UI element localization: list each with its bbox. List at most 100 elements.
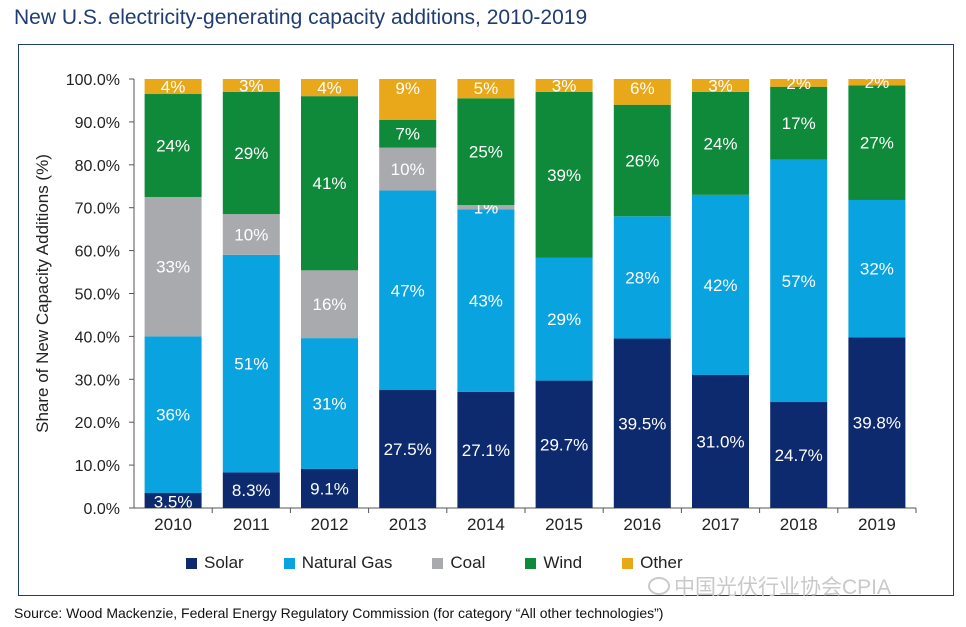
data-label-coal: 10% xyxy=(234,226,268,245)
data-label-gas: 32% xyxy=(860,260,894,279)
chart-frame xyxy=(18,44,954,596)
data-label-solar: 8.3% xyxy=(232,481,271,500)
bar-segment-gas xyxy=(770,159,828,403)
data-label-other: 3% xyxy=(708,76,733,95)
data-label-other: 6% xyxy=(630,79,655,98)
bar-segment-gas xyxy=(301,338,358,469)
data-label-coal: 33% xyxy=(156,258,190,277)
bar-segment-coal xyxy=(144,196,202,337)
bar-segment-other xyxy=(770,79,828,87)
bar-segment-gas xyxy=(613,216,671,339)
data-label-solar: 9.1% xyxy=(310,479,349,498)
bar-segment-solar xyxy=(848,337,906,508)
bar-segment-coal xyxy=(222,214,280,255)
bar-segment-gas xyxy=(692,194,749,376)
x-tick-label: 2017 xyxy=(702,515,740,534)
legend-swatch-natural-gas xyxy=(283,557,295,569)
y-tick-label: 100.0% xyxy=(66,72,120,89)
data-label-wind: 26% xyxy=(625,152,659,171)
legend-item-other: Other xyxy=(622,553,683,573)
bar-segment-gas xyxy=(535,257,593,381)
data-label-gas: 43% xyxy=(469,292,503,311)
y-tick-label: 80.0% xyxy=(75,158,120,175)
bar-segment-gas xyxy=(848,199,906,338)
data-label-solar: 29.7% xyxy=(540,435,588,454)
data-label-solar: 27.5% xyxy=(384,440,432,459)
legend-label-natural-gas: Natural Gas xyxy=(301,553,393,572)
data-label-other: 3% xyxy=(239,76,264,95)
bar-segment-solar xyxy=(379,390,437,508)
bar-segment-solar xyxy=(457,391,515,508)
data-label-wind: 17% xyxy=(782,114,816,133)
bar-segment-solar xyxy=(535,380,593,508)
y-tick-label: 60.0% xyxy=(75,244,120,261)
legend-swatch-other xyxy=(622,557,634,569)
legend-item-coal: Coal xyxy=(432,553,485,573)
data-label-gas: 51% xyxy=(234,355,268,374)
legend-swatch-wind xyxy=(525,557,537,569)
legend-label-solar: Solar xyxy=(204,553,244,572)
bar-segment-other xyxy=(848,79,906,86)
x-tick-label: 2011 xyxy=(233,515,270,534)
legend-label-other: Other xyxy=(640,553,683,572)
data-label-coal: 16% xyxy=(312,295,346,314)
bar-segment-gas xyxy=(144,336,202,493)
bar-segment-other xyxy=(692,79,749,92)
data-label-solar: 24.7% xyxy=(775,446,823,465)
x-tick-label: 2016 xyxy=(623,515,661,534)
x-tick-label: 2013 xyxy=(389,515,427,534)
data-label-solar: 39.5% xyxy=(618,414,666,433)
data-label-gas: 57% xyxy=(782,272,816,291)
data-label-other: 3% xyxy=(552,76,577,95)
legend-item-wind: Wind xyxy=(525,553,582,573)
legend-swatch-coal xyxy=(432,557,444,569)
bar-segment-wind xyxy=(144,94,202,197)
bar-segment-coal xyxy=(379,147,437,191)
data-label-solar: 27.1% xyxy=(462,441,510,460)
data-label-other: 4% xyxy=(317,79,342,98)
y-tick-label: 20.0% xyxy=(75,415,120,432)
bar-segment-other xyxy=(457,79,515,99)
bar-segment-solar xyxy=(692,375,749,508)
bar-segment-other xyxy=(535,79,593,92)
data-label-gas: 28% xyxy=(625,268,659,287)
data-label-solar: 39.8% xyxy=(853,414,901,433)
bar-segment-wind xyxy=(848,85,906,200)
data-label-wind: 41% xyxy=(312,174,346,193)
legend-swatch-solar xyxy=(186,557,197,569)
bar-segment-solar xyxy=(222,472,280,508)
data-label-wind: 25% xyxy=(469,143,503,162)
y-tick-label: 50.0% xyxy=(75,287,120,304)
x-tick-label: 2015 xyxy=(545,515,583,534)
data-label-wind: 29% xyxy=(234,144,268,163)
data-label-gas: 47% xyxy=(391,281,425,300)
bar-segment-coal xyxy=(301,270,358,339)
source-note: Source: Wood Mackenzie, Federal Energy R… xyxy=(14,605,664,621)
data-label-wind: 24% xyxy=(703,134,737,153)
watermark: 中国光伏行业协会CPIA xyxy=(648,571,891,601)
y-tick-label: 30.0% xyxy=(75,372,120,389)
bar-segment-coal xyxy=(457,205,515,210)
data-label-wind: 27% xyxy=(860,134,894,153)
data-label-other: 4% xyxy=(161,78,186,97)
bar-segment-gas xyxy=(457,209,515,392)
bar-segment-other xyxy=(222,79,280,92)
bar-segment-wind xyxy=(770,86,828,160)
data-label-wind: 24% xyxy=(156,136,190,155)
legend-label-coal: Coal xyxy=(450,553,486,572)
data-label-other: 5% xyxy=(474,79,499,98)
bar-segment-wind xyxy=(535,91,593,258)
data-label-solar: 3.5% xyxy=(154,493,193,512)
bar-segment-wind xyxy=(222,91,280,215)
bar-segment-solar xyxy=(770,402,828,508)
bar-segment-wind xyxy=(379,119,437,148)
y-tick-label: 90.0% xyxy=(75,115,120,132)
bar-segment-solar xyxy=(613,338,671,508)
bar-segment-gas xyxy=(222,254,280,473)
x-tick-label: 2014 xyxy=(467,515,505,534)
wechat-icon xyxy=(648,577,670,595)
legend-label-wind: Wind xyxy=(543,553,583,572)
legend-item-natural-gas: Natural Gas xyxy=(283,553,393,573)
bar-segment-other xyxy=(301,79,358,97)
